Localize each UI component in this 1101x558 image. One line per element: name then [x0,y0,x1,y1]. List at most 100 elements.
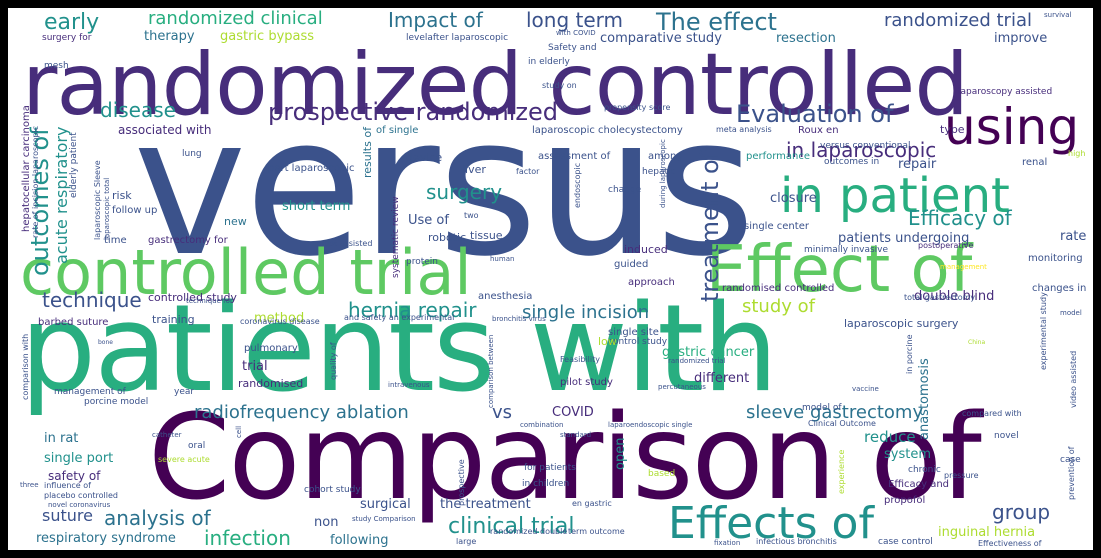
word-randomized-trial: randomized trial [884,10,1032,31]
word-large: large [456,537,477,546]
word-hernia-repair: hernia repair [348,298,477,322]
word-single-port: single port [44,451,114,466]
word-change: change [608,185,642,195]
word-endoscopic: endoscopic [573,162,582,208]
word-different: different [694,371,750,386]
word-short-term: short term [282,199,351,214]
word-in-laparoscopic: in laparoscopic [786,138,937,162]
word-among: among [648,151,683,162]
word-versus: versus [133,76,755,299]
word-quality-of: quality of [329,342,338,380]
word-control-study: control study [608,337,668,347]
word-clinical-trial: clinical trial [448,514,575,539]
word-novel-coronavirus: novel coronavirus [48,501,111,509]
word-renal: renal [1022,157,1048,168]
word-group: group [992,500,1051,524]
word-associated-with: associated with [118,123,212,137]
word-randomized-controlled: randomized controlled [22,35,969,135]
word-with-covid: with COVID [556,29,596,37]
word-chronic: chronic [908,465,941,475]
word-bone: bone [98,339,113,346]
word-gastrectomy-for: gastrectomy for [148,235,228,246]
word-in-porcine: in porcine [905,334,914,374]
word-single-center: single center [744,221,809,232]
word-study-on: study on [542,81,577,90]
word-during-laparoscopic: during laparoscopic [659,139,667,208]
word-double-blind: double blind [914,289,995,304]
word-therapy: therapy [144,29,195,44]
word-total-gastrectomy: total gastrectomy [904,293,976,302]
word-training: training [152,313,195,326]
word-low: low [598,335,617,348]
word-lung: lung [182,149,202,159]
word-survival: survival [1044,11,1072,19]
word-laparoscopic-cholecystectomy: laparoscopic cholecystectomy [532,125,683,136]
word-controlled-trial: controlled trial [20,236,472,309]
word-comparative-study: comparative study [600,31,722,46]
word-gastric-cancer: gastric cancer [662,345,755,360]
word-laparoscopic-sleeve: laparoscopic Sleeve [93,160,102,240]
word-technique-for: technique for [186,297,233,305]
word-resection: resection [776,31,836,46]
word-in-children: in children [522,479,570,489]
word-performance: performance [746,151,811,162]
word-oral: oral [188,441,206,451]
word-controlled-study: controlled study [148,291,237,304]
word-propofol: propofol [884,495,926,506]
word-safety-and: Safety and [548,43,597,53]
word-radiofrequency-ablation: radiofrequency ablation [194,402,409,423]
word-study-comparison: study Comparison [352,515,416,523]
word-meta-analysis: meta analysis [716,125,772,134]
word-two: two [464,211,479,220]
word-the-effect: The effect [656,8,777,36]
word-prevention-of: prevention of [1067,446,1076,500]
word-single-incision: single incision [522,302,650,323]
word-changes-in: changes in [1032,283,1087,294]
word-using: using [944,98,1080,156]
word-comparison-of: Comparison of [148,388,982,526]
word-high: high [1068,149,1086,158]
word-following: following [330,533,389,548]
word-randomized-double: randomized double [490,527,568,536]
word-induced: induced [624,243,668,256]
word-efficacy-of: Efficacy of [908,206,1012,230]
word-novel: novel [994,431,1019,441]
word-porcine-model: porcine model [84,397,149,407]
word-covid: COVID [552,405,594,420]
word-laparoscopic-total: laparoscopic total [103,177,111,240]
word-type: type [940,123,965,136]
word-risk: risk [112,189,132,202]
word-term-outcome: term outcome [568,527,625,536]
word-trial: trial [242,359,268,374]
word-fixation: fixation [714,539,741,547]
word-protein: protein [406,257,438,267]
word-robotic: robotic [428,231,467,244]
word-effects-of: Effects of [668,498,874,549]
word-cloud: versus randomized controlled Comparison … [8,8,1093,550]
word-comparison-with: comparison with [21,333,30,400]
word-compared-with: compared with [962,409,1022,418]
word-repair: repair [898,157,937,172]
word-results-of: results of [361,127,374,178]
word-approach: approach [628,277,675,288]
word-laparoendoscopic-single: laparoendoscopic single [608,421,693,429]
word-non: non [314,515,339,530]
word-gastric-bypass: gastric bypass [220,29,315,44]
word-minimally-invasive: minimally invasive [804,245,889,255]
word-vaccine: vaccine [852,385,879,393]
word-and-safety-an-experimental: and safety an experimental [344,313,455,322]
word-coronavirus-disease: coronavirus disease [240,317,320,326]
word-cohort-study: cohort study [304,485,361,495]
word-impact-of: Impact of [388,8,483,32]
word-treatment-of: treatment of [696,150,724,302]
word-effectiveness-of: Effectiveness of [978,539,1042,548]
word-of-single: of single [376,125,419,136]
word-human: human [490,255,515,263]
word-year: year [174,387,195,397]
word-propensity-score: propensity score [604,103,671,112]
word-anastomosis: anastomosis [917,358,932,440]
word-prospective-randomized: prospective randomized [268,98,558,126]
word-sleeve-gastrectomy: sleeve gastrectomy [746,402,924,423]
word-suture: suture [42,506,93,525]
word-follow-up: follow up [112,205,158,216]
